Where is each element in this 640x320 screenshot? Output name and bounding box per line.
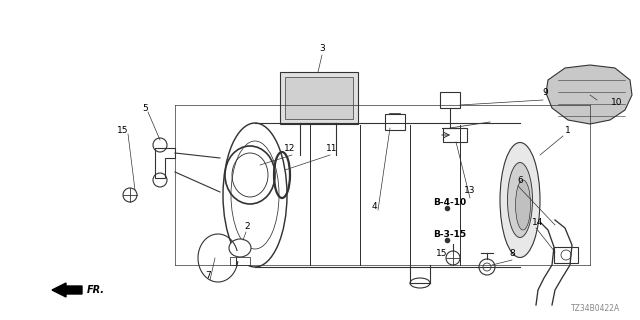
Text: 8: 8 <box>509 250 515 259</box>
Text: 3: 3 <box>319 44 325 52</box>
Text: 4: 4 <box>371 202 377 211</box>
Bar <box>440 92 460 108</box>
Text: 6: 6 <box>517 175 523 185</box>
Text: TZ34B0422A: TZ34B0422A <box>571 304 620 313</box>
Text: 15: 15 <box>436 249 448 258</box>
FancyArrow shape <box>52 283 82 297</box>
Text: B-3-15: B-3-15 <box>433 229 467 238</box>
Ellipse shape <box>515 180 531 230</box>
Bar <box>280 72 358 124</box>
Text: 1: 1 <box>565 125 571 134</box>
Text: 13: 13 <box>464 186 476 195</box>
Bar <box>554 247 578 263</box>
Text: 11: 11 <box>326 143 338 153</box>
Text: 9: 9 <box>542 87 548 97</box>
Bar <box>385 114 405 130</box>
Bar <box>230 257 250 265</box>
Text: 7: 7 <box>205 270 211 279</box>
Bar <box>285 77 353 119</box>
Ellipse shape <box>229 239 251 257</box>
Text: 2: 2 <box>244 221 250 230</box>
Circle shape <box>123 188 137 202</box>
Circle shape <box>446 251 460 265</box>
Polygon shape <box>546 65 632 124</box>
Ellipse shape <box>410 278 430 288</box>
Bar <box>443 128 467 142</box>
Text: 14: 14 <box>532 218 544 227</box>
Text: B-4-10: B-4-10 <box>433 197 467 206</box>
Text: 10: 10 <box>611 98 623 107</box>
Text: 15: 15 <box>117 125 129 134</box>
Ellipse shape <box>500 142 540 258</box>
Text: FR.: FR. <box>87 285 105 295</box>
Text: 12: 12 <box>284 143 296 153</box>
Text: 5: 5 <box>142 103 148 113</box>
Circle shape <box>479 259 495 275</box>
Ellipse shape <box>508 163 532 237</box>
